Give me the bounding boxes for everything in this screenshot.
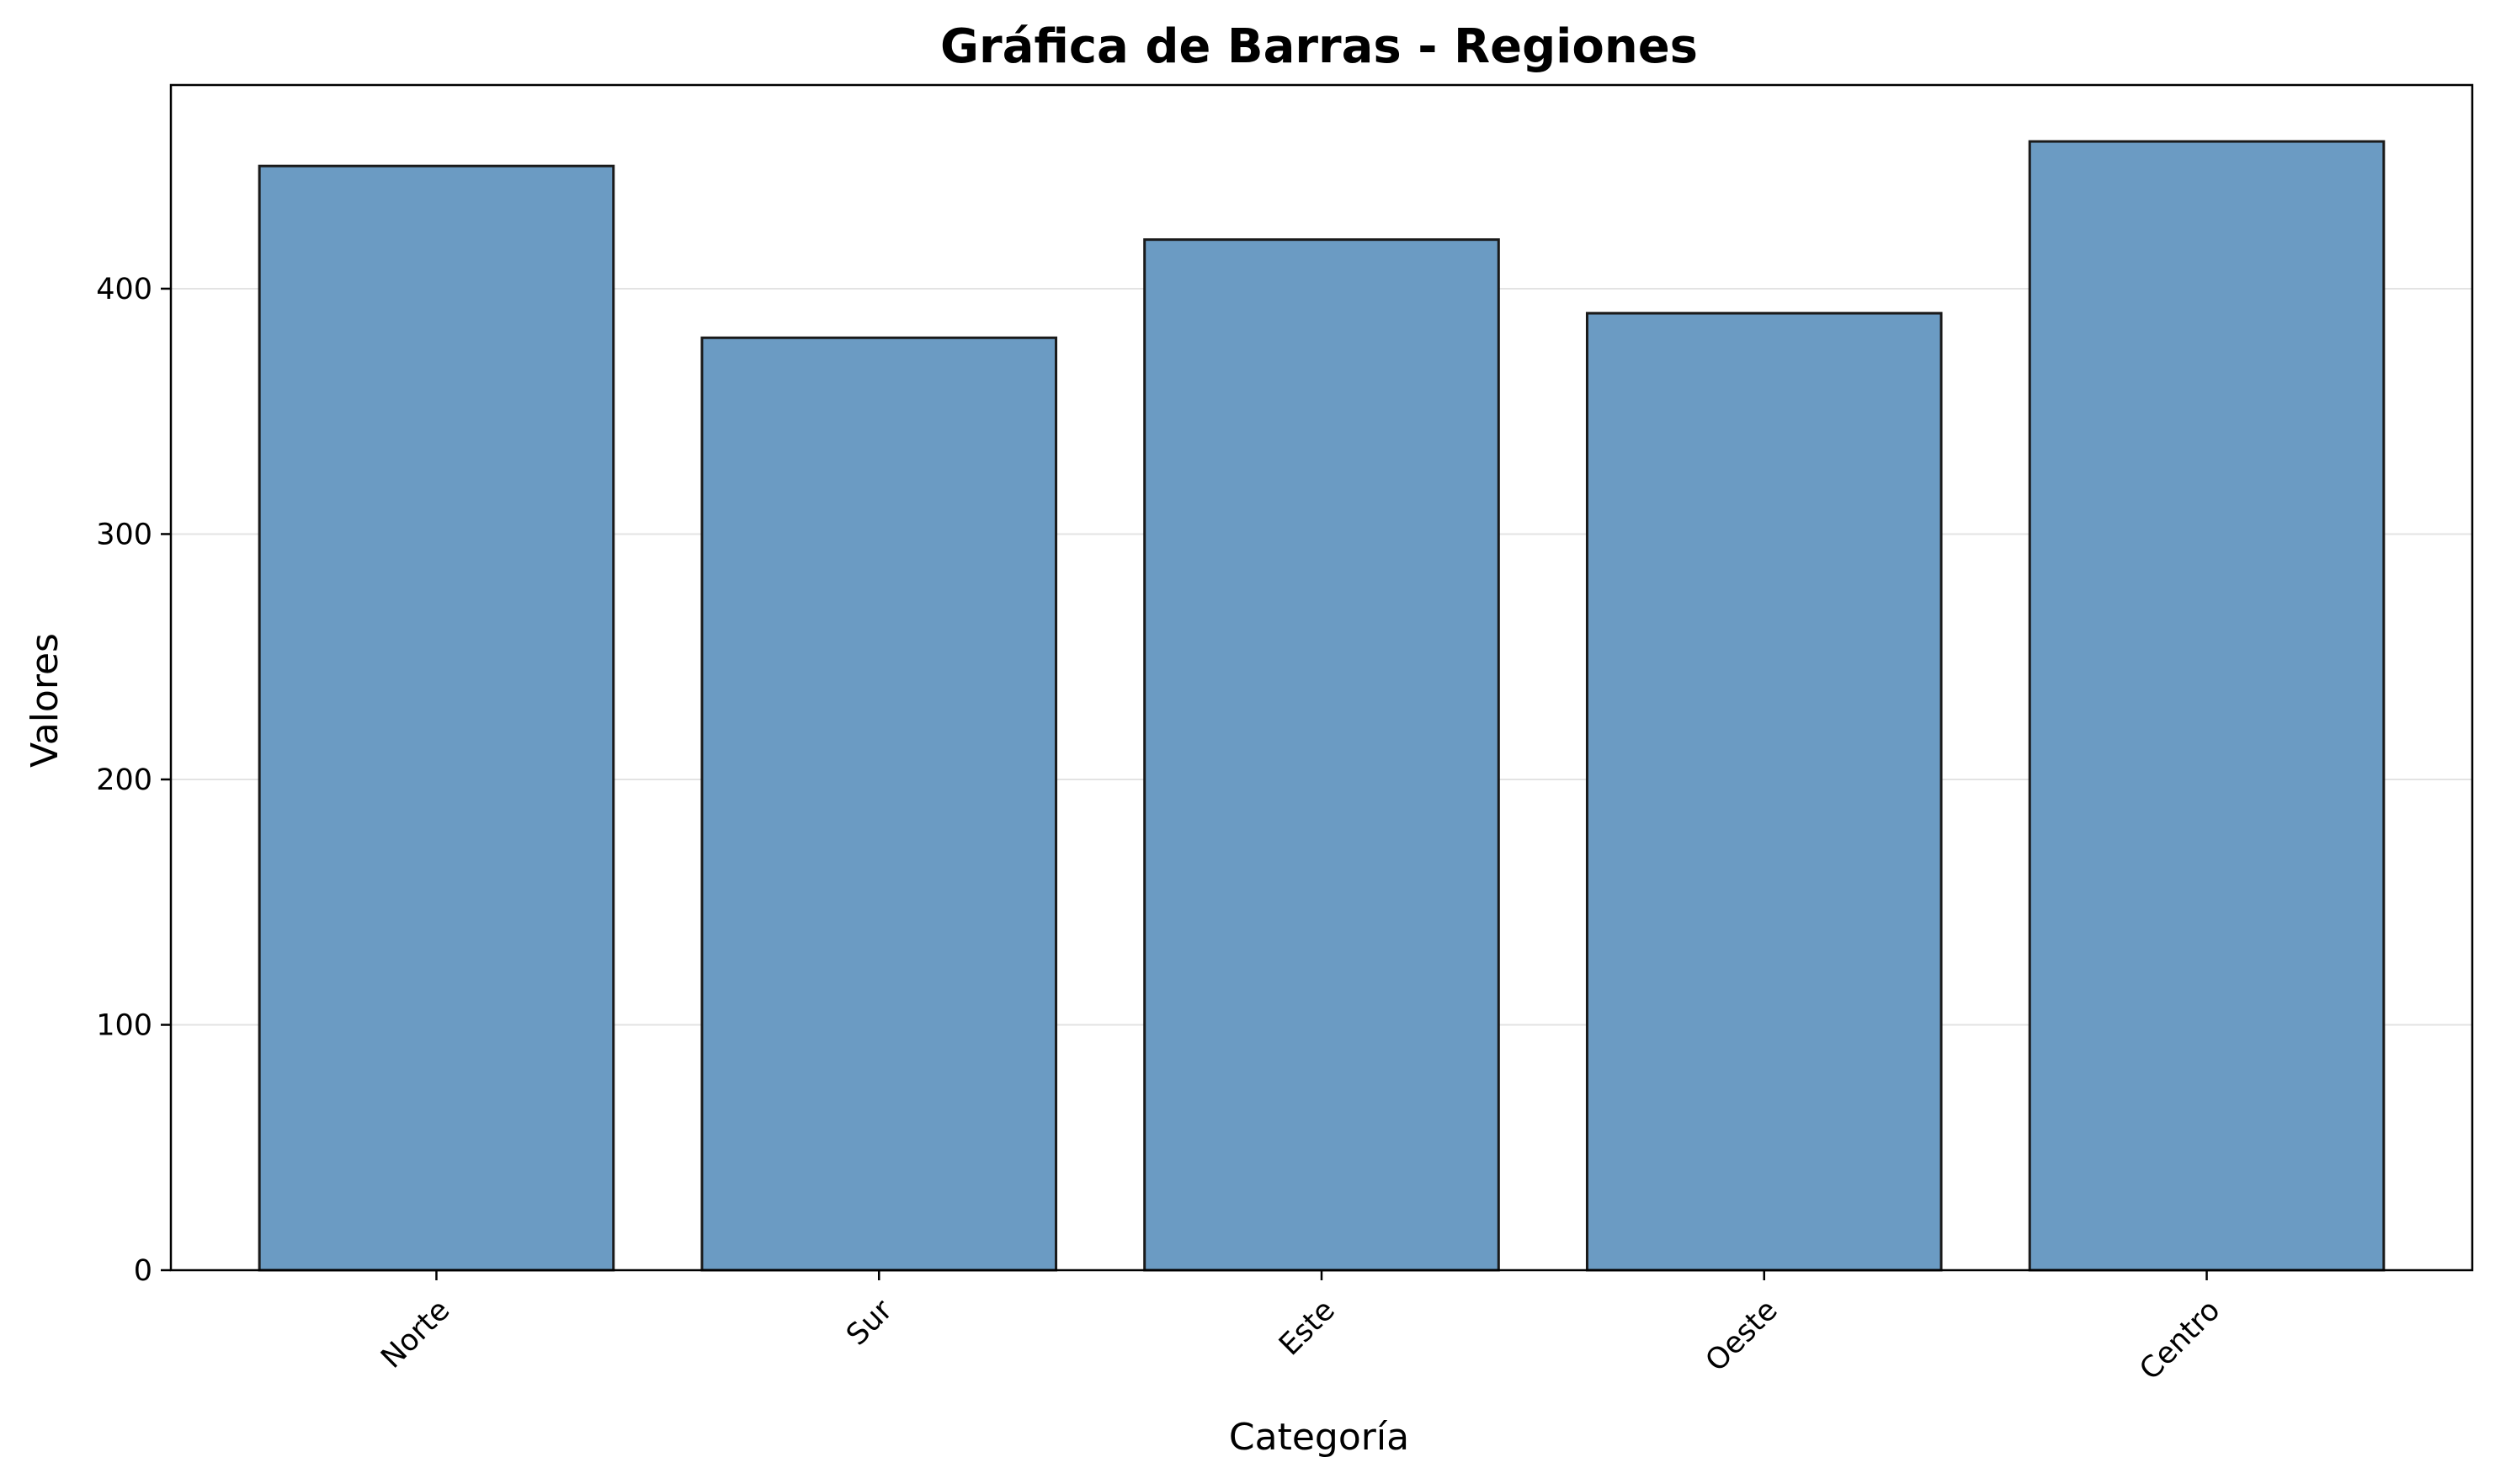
bar-este — [1143, 238, 1500, 1272]
bar-centro — [2028, 140, 2386, 1272]
x-axis-ticks: Norte Sur Este Oeste Centro — [375, 1270, 2226, 1387]
y-tick-label-100: 100 — [96, 1008, 152, 1042]
x-tick-label-norte: Norte — [375, 1294, 456, 1375]
x-tick-label-sur: Sur — [840, 1293, 899, 1352]
y-tick-label-400: 400 — [96, 273, 152, 306]
y-axis-ticks: 0 100 200 300 400 — [96, 273, 171, 1288]
y-axis-label: Valores — [24, 633, 66, 768]
x-tick-label-centro: Centro — [2133, 1294, 2226, 1387]
bar-sur — [700, 336, 1058, 1272]
x-tick-label-oeste: Oeste — [1700, 1294, 1785, 1379]
bars — [258, 140, 2386, 1272]
bar-oeste — [1585, 311, 1943, 1272]
x-axis-label: Categoría — [1229, 1416, 1409, 1459]
chart-title: Gráfica de Barras - Regiones — [940, 19, 1698, 74]
bar-norte — [258, 164, 615, 1272]
x-tick-label-este: Este — [1273, 1294, 1342, 1363]
y-tick-label-200: 200 — [96, 763, 152, 797]
y-tick-label-0: 0 — [134, 1254, 152, 1288]
y-tick-label-300: 300 — [96, 518, 152, 551]
